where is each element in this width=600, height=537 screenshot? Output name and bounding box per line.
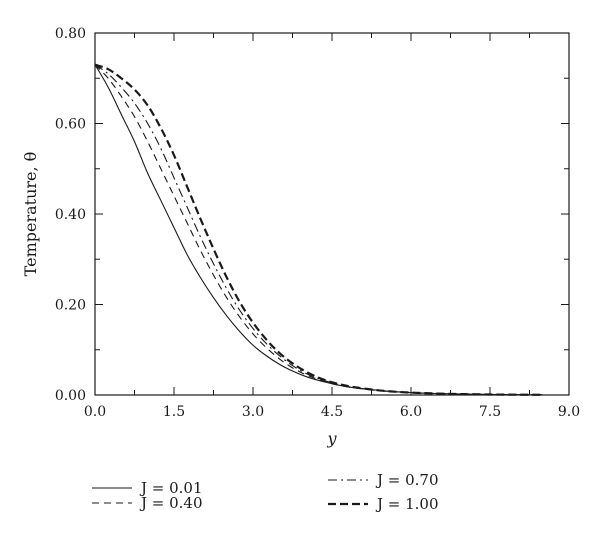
x-tick-label: 3.0: [242, 404, 264, 420]
series-layer: [94, 63, 543, 396]
tick-labels-layer: 0.0 1.5 3.0 4.5 6.0 7.5 9.0 0.00 0.20 0.40 0.60 0.8…: [55, 26, 580, 420]
y-tick-label: 0.00: [55, 388, 86, 404]
series-line-4: [94, 63, 543, 396]
ticks-layer: [94, 32, 570, 396]
legend: J = 0.01J = 0.40 J = 0.70 J = 1.00: [92, 471, 439, 513]
series-line-1: [94, 64, 543, 396]
y-tick-label: 0.80: [55, 26, 86, 42]
x-axis-label: y: [326, 429, 337, 448]
legend-label-3: J = 0.70: [375, 471, 439, 489]
x-tick-label: 7.5: [479, 404, 501, 420]
x-tick-label: 4.5: [321, 404, 343, 420]
x-tick-label: 9.0: [558, 404, 580, 420]
x-tick-label: 6.0: [400, 404, 422, 420]
legend-label-2: J = 0.40: [139, 494, 203, 512]
y-tick-label: 0.20: [55, 298, 86, 314]
legend-label-1: J = 0.01: [139, 479, 203, 497]
y-axis-label: Temperature, θ: [21, 152, 40, 277]
plot-frame: [94, 32, 570, 396]
legend-label-4: J = 1.00: [375, 495, 439, 513]
x-tick-label: 1.5: [163, 404, 185, 420]
x-tick-label: 0.0: [84, 404, 106, 420]
series-line-2: [94, 64, 543, 396]
y-tick-label: 0.60: [55, 117, 86, 133]
y-tick-label: 0.40: [55, 207, 86, 223]
series-line-3: [94, 64, 543, 396]
